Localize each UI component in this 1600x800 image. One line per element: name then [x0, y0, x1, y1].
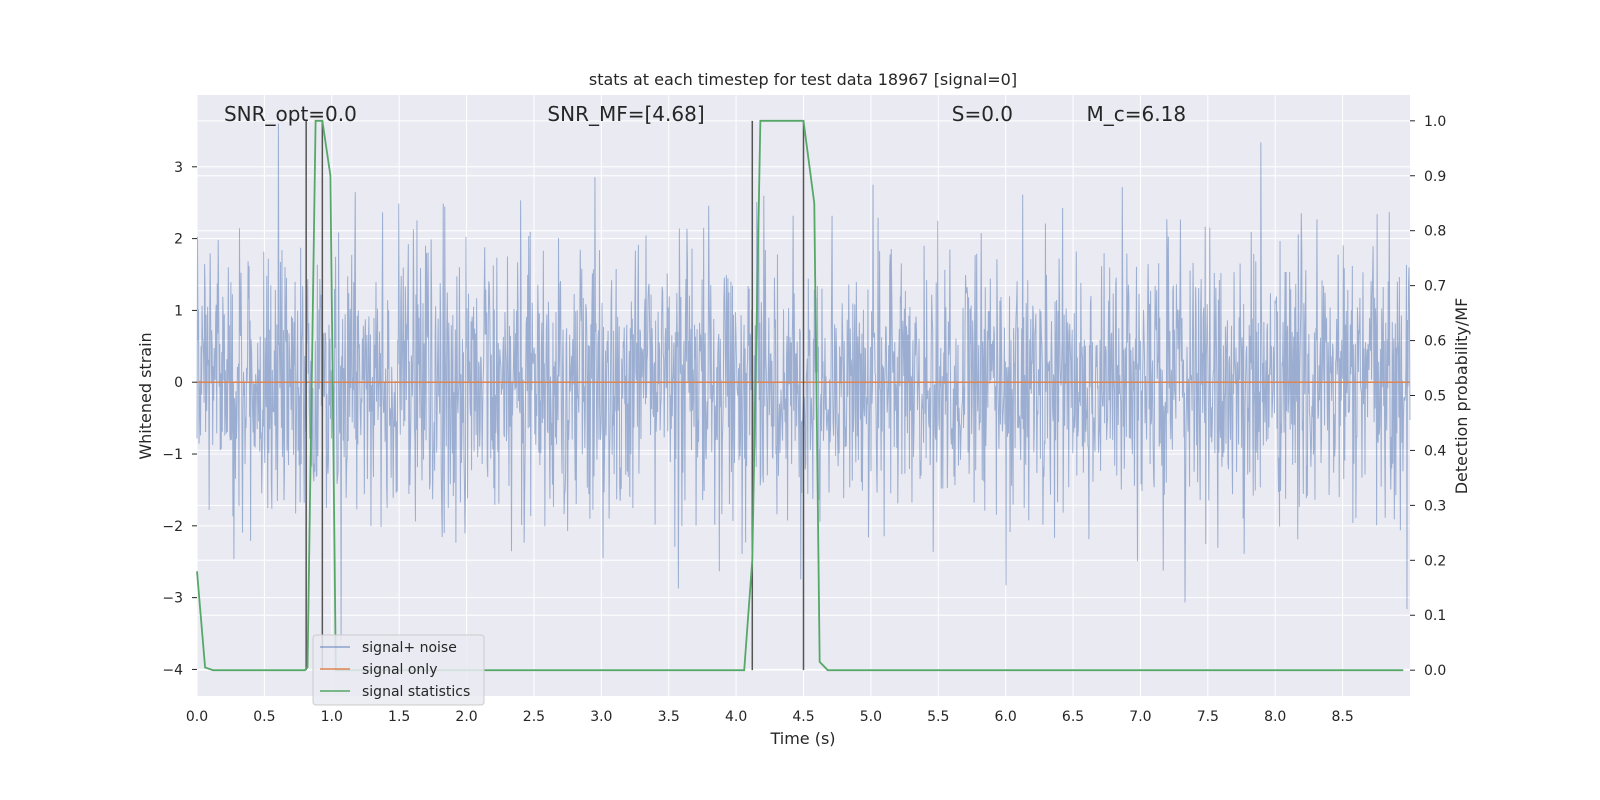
legend-label-signal-only: signal only — [362, 662, 437, 678]
y2-tick-label: 0.0 — [1424, 663, 1446, 679]
y2-tick-label: 0.6 — [1424, 334, 1446, 350]
x-tick-label: 3.5 — [658, 709, 680, 725]
x-tick-label: 2.5 — [523, 709, 545, 725]
y2-tick-label: 1.0 — [1424, 114, 1446, 130]
x-tick-label: 4.5 — [792, 709, 814, 725]
y-tick-label: 3 — [174, 160, 183, 176]
x-tick-label: 5.0 — [860, 709, 882, 725]
x-tick-label: 2.0 — [455, 709, 477, 725]
y-tick-label: −4 — [162, 662, 183, 678]
y2-axis-ticks: 1.0 0.9 0.8 0.7 0.6 0.5 0.4 0.3 0.2 0.1 0.0 — [1410, 114, 1446, 679]
chart-title: stats at each timestep for test data 189… — [589, 70, 1017, 89]
legend-box — [312, 634, 485, 706]
y-tick-label: −1 — [162, 447, 183, 463]
y2-tick-label: 0.4 — [1424, 443, 1446, 459]
x-tick-label: 0.5 — [253, 709, 275, 725]
y-tick-label: 1 — [174, 303, 183, 319]
x-tick-label: 3.0 — [590, 709, 612, 725]
x-tick-label: 6.5 — [1062, 709, 1084, 725]
y-axis-label: Whitened strain — [136, 332, 155, 459]
x-tick-label: 6.0 — [995, 709, 1017, 725]
y-tick-label: −2 — [162, 519, 183, 535]
y2-tick-label: 0.5 — [1424, 389, 1446, 405]
y2-tick-label: 0.9 — [1424, 169, 1446, 185]
x-tick-label: 7.5 — [1197, 709, 1219, 725]
annotation-label: S=0.0 — [952, 102, 1013, 126]
annotations: SNR_opt=0.0 SNR_MF=[4.68] S=0.0 M_c=6.18 — [224, 102, 1186, 126]
x-tick-label: 4.0 — [725, 709, 747, 725]
y2-axis-label: Detection probability/MF — [1452, 298, 1471, 495]
annotation-label: SNR_MF=[4.68] — [547, 102, 704, 126]
x-tick-label: 1.5 — [388, 709, 410, 725]
y2-tick-label: 0.7 — [1424, 279, 1446, 295]
y-tick-label: 0 — [174, 375, 183, 391]
y2-tick-label: 0.1 — [1424, 608, 1446, 624]
legend-label-noise: signal+ noise — [362, 640, 457, 656]
y-axis-ticks: 3 2 1 0 −1 −2 −3 −4 — [162, 160, 197, 678]
y2-tick-label: 0.8 — [1424, 224, 1446, 240]
y-tick-label: −3 — [162, 591, 183, 607]
x-tick-label: 0.0 — [186, 709, 208, 725]
y2-tick-label: 0.2 — [1424, 553, 1446, 569]
legend-label-statistics: signal statistics — [362, 684, 470, 700]
vertical-markers — [305, 120, 805, 671]
x-tick-label: 8.5 — [1331, 709, 1353, 725]
x-tick-label: 7.0 — [1129, 709, 1151, 725]
y2-tick-label: 0.3 — [1424, 498, 1446, 514]
x-tick-label: 5.5 — [927, 709, 949, 725]
x-tick-label: 1.0 — [321, 709, 343, 725]
annotation-label: SNR_opt=0.0 — [224, 102, 357, 126]
annotation-label: M_c=6.18 — [1087, 102, 1187, 126]
legend: signal+ noise signal only signal statist… — [312, 634, 485, 706]
y-tick-label: 2 — [174, 232, 183, 248]
x-axis-label: Time (s) — [769, 729, 835, 748]
x-tick-label: 8.0 — [1264, 709, 1286, 725]
x-axis-ticks: 0.0 0.5 1.0 1.5 2.0 2.5 3.0 3.5 4.0 4.5 5.0 5.5 6.0 6… — [186, 709, 1354, 725]
